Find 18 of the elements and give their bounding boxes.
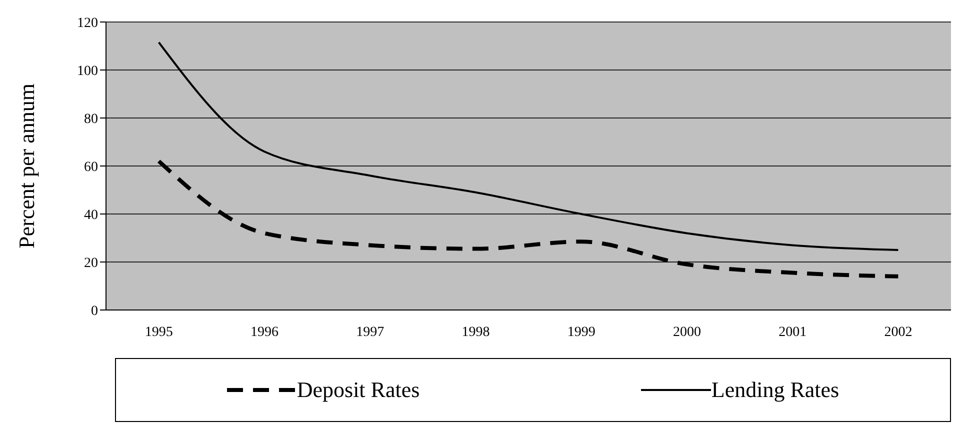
- y-tick-label: 40: [84, 208, 98, 223]
- y-tick-label: 120: [77, 16, 98, 31]
- y-tick-label: 60: [84, 160, 98, 175]
- y-axis-title: Percent per annum: [14, 84, 39, 248]
- x-tick-label: 1996: [250, 324, 278, 340]
- x-tick-label: 2001: [778, 324, 807, 340]
- x-tick-label: 1995: [144, 324, 173, 340]
- x-tick-label: 1999: [567, 324, 596, 340]
- x-tick-label: 2000: [672, 324, 701, 340]
- y-tick-label: 80: [84, 112, 98, 127]
- x-tick-label: 1997: [356, 324, 384, 340]
- y-tick-label: 100: [77, 64, 98, 79]
- y-tick-label: 0: [91, 304, 98, 319]
- y-tick-label: 20: [84, 256, 98, 271]
- x-tick-label: 2002: [884, 324, 912, 340]
- legend-label: Lending Rates: [711, 377, 840, 403]
- legend-label: Deposit Rates: [296, 377, 420, 403]
- x-tick-label: 1998: [462, 324, 490, 340]
